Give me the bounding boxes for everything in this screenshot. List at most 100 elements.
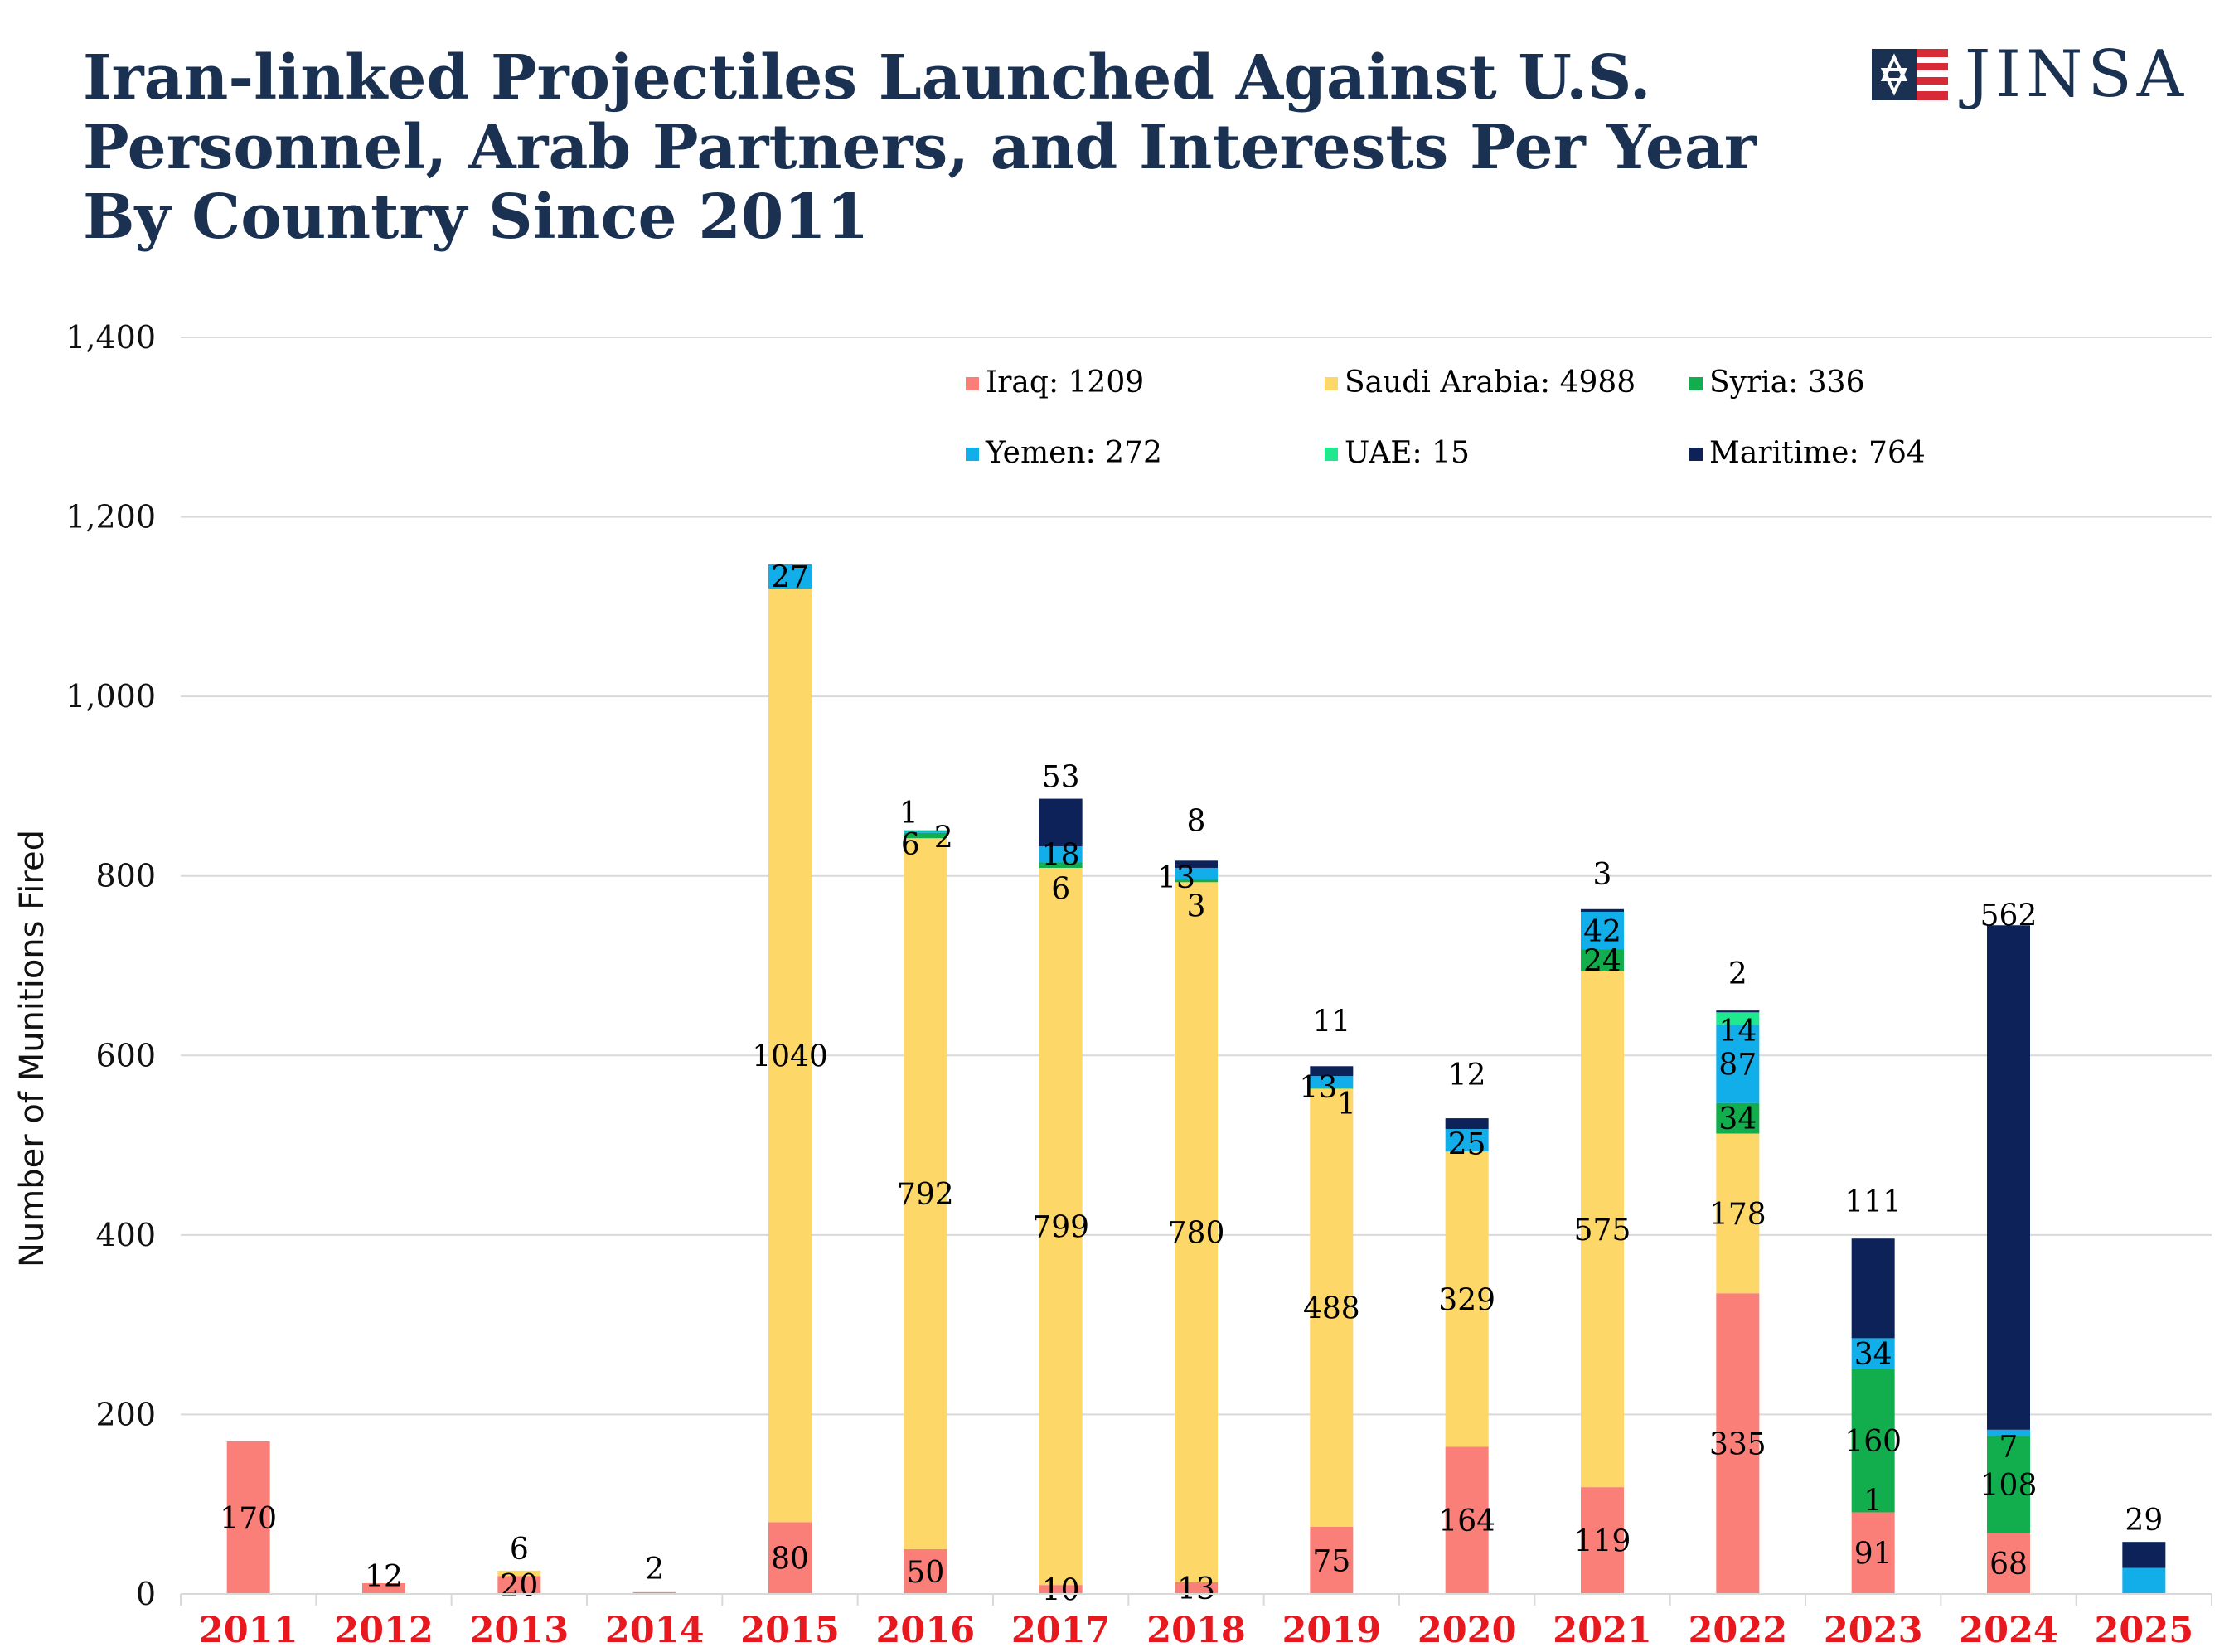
data-label: 335 [1709,1428,1766,1462]
bar-segment [1716,1010,1760,1013]
jinsa-logo: JINSA [1872,42,2188,107]
bar-segment [1445,1446,1489,1594]
bar-segment [1310,1076,1354,1088]
data-label: 18 [1042,839,1080,873]
data-label: 8 [1187,804,1206,838]
y-axis-title: Number of Munitions Fired [13,830,51,1267]
data-label: 42 [1583,915,1621,949]
legend-label: Saudi Arabia: 4988 [1345,366,1636,400]
y-tick-label: 800 [95,858,156,894]
data-label: 178 [1709,1198,1766,1232]
data-label: 170 [220,1502,277,1536]
data-label: 12 [365,1560,403,1594]
x-tick-label: 2019 [1282,1610,1381,1651]
x-tick-label: 2015 [740,1610,840,1651]
bar-segment [1851,1338,1895,1369]
x-tick-label: 2024 [1959,1610,2058,1651]
bar-segment [1039,862,1083,868]
y-tick-label: 400 [95,1217,156,1253]
data-label: 2 [645,1553,664,1587]
data-label: 13 [1299,1071,1337,1105]
bar-segment [2122,1567,2166,1594]
data-label: 2 [934,821,953,855]
x-tick-label: 2012 [334,1610,434,1651]
data-label: 20 [500,1569,538,1603]
bar-segment [1987,1429,2030,1436]
data-label: 34 [1854,1338,1892,1372]
data-label: 10 [1042,1574,1080,1608]
bar-segment [1581,908,1624,913]
data-label: 13 [1177,1572,1215,1606]
x-tick-label: 2021 [1553,1610,1652,1651]
bar-segment [1175,882,1218,1582]
bar-segment [1310,1526,1354,1594]
data-label: 792 [897,1178,954,1212]
legend-label: Yemen: 272 [985,436,1162,470]
data-label: 27 [771,561,809,595]
bar-segment [497,1570,541,1577]
bar-segment [1039,798,1083,846]
data-label: 6 [901,828,920,862]
data-label: 14 [1718,1015,1757,1049]
bar-segment [768,564,812,589]
chart-title-line-2: Personnel, Arab Partners, and Interests … [83,112,1757,183]
bar-segment [1175,860,1218,868]
x-tick-label: 2011 [199,1610,298,1651]
data-label: 562 [1980,899,2038,933]
legend-swatch [1325,448,1338,461]
bar-segment [1310,1088,1354,1527]
bar-segment [1716,1133,1760,1294]
x-tick-label: 2023 [1824,1610,1923,1651]
bars [226,564,2166,1594]
x-tick-label: 2013 [469,1610,569,1651]
bar-segment [226,1441,270,1594]
bar-segment [1987,1436,2030,1533]
legend-label: Iraq: 1209 [986,366,1144,400]
y-tick-label: 0 [136,1576,156,1612]
data-label: 3 [1187,890,1206,924]
y-tick-label: 600 [95,1037,156,1073]
x-tick-label: 2017 [1011,1610,1111,1651]
bar-segment [1581,912,1624,950]
data-label: 3 [1593,858,1612,892]
x-tick-label: 2016 [875,1610,975,1651]
legend-swatch [1689,377,1703,390]
data-label: 80 [771,1543,809,1577]
legend: Iraq: 1209 Saudi Arabia: 4988 Syria: 336 Ye… [966,366,1926,470]
bar-segment [768,1522,812,1594]
data-label: 164 [1438,1504,1495,1538]
data-label: 91 [1854,1538,1892,1572]
legend-label: Maritime: 764 [1709,436,1926,470]
legend-swatch [1325,377,1338,390]
chart-title: Iran-linked Projectiles Launched Against… [83,43,1948,252]
data-label: 13 [1157,861,1195,895]
data-label: 34 [1718,1102,1757,1136]
bar-segment [2122,1542,2166,1568]
data-label: 6 [510,1533,529,1567]
bar-segment [1445,1118,1489,1130]
bar-segment [1039,867,1083,1586]
data-label: 329 [1438,1283,1495,1317]
data-label: 50 [906,1556,944,1590]
y-tick-label: 1,400 [65,319,156,356]
bar-segment [904,838,947,1549]
bar-segment [768,589,812,1523]
chart-title-line-1: Iran-linked Projectiles Launched Against… [83,42,1651,114]
bar-segment [1175,879,1218,883]
data-label: 53 [1042,761,1080,795]
flag-star-icon [1872,49,1948,100]
bar-segment [1716,1025,1760,1103]
data-label: 780 [1168,1217,1225,1251]
data-label: 24 [1583,945,1621,979]
bar-segment [1851,1512,1895,1594]
bar-segment [1310,1066,1354,1077]
x-tick-label: 2018 [1146,1610,1246,1651]
chart-title-line-3: By Country Since 2011 [83,182,870,253]
x-tick-label: 2022 [1688,1610,1787,1651]
bar-segment [904,1548,947,1594]
y-tick-label: 1,000 [65,678,156,715]
data-label: 488 [1303,1292,1360,1326]
data-label: 160 [1844,1425,1902,1459]
